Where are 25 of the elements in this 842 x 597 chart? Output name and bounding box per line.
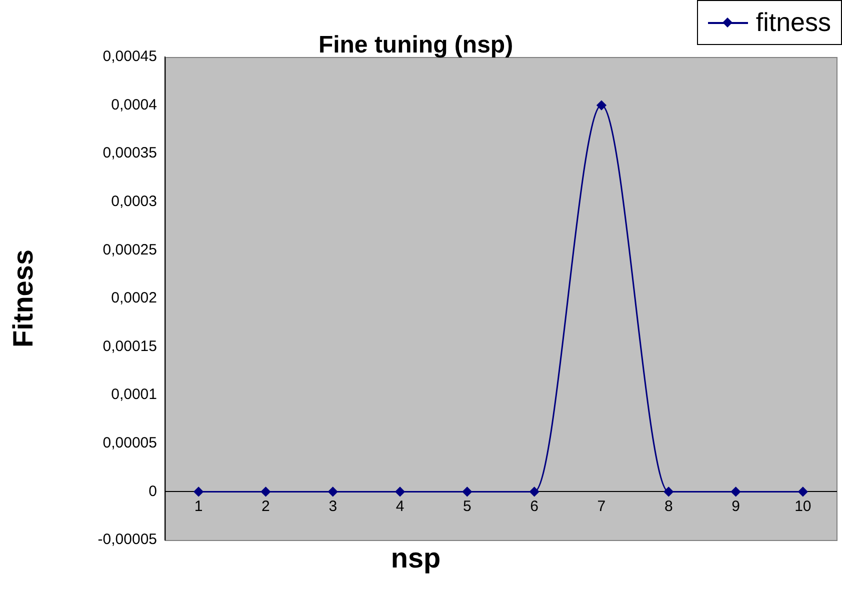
chart-title: Fine tuning (nsp) — [318, 32, 514, 59]
x-tick-label: 1 — [194, 498, 203, 515]
y-tick-label: 0,0002 — [111, 290, 157, 307]
legend-label: fitness — [756, 7, 831, 38]
y-tick-label: 0,0001 — [111, 386, 157, 404]
x-tick-label: 10 — [794, 498, 812, 515]
y-tick-label: 0,0004 — [111, 96, 157, 114]
y-tick-label: -0,00005 — [98, 531, 157, 548]
x-axis-title: nsp — [390, 542, 441, 574]
x-tick-label: 6 — [530, 498, 538, 515]
x-tick-label: 9 — [732, 498, 740, 515]
y-tick-label: 0,00015 — [102, 338, 157, 355]
x-tick-label: 4 — [396, 498, 404, 515]
x-tick-label: 3 — [328, 498, 338, 515]
y-tick-label: 0,00005 — [102, 434, 157, 452]
x-tick-label: 8 — [664, 498, 673, 515]
x-tick-label: 2 — [262, 498, 270, 515]
y-tick-label: 0,00025 — [102, 241, 157, 258]
y-tick-label: 0,0003 — [111, 193, 157, 210]
y-axis-title: Fitness — [8, 249, 39, 348]
x-tick-label: 5 — [463, 498, 472, 515]
x-tick-label: 7 — [597, 498, 606, 515]
y-tick-label: 0 — [148, 482, 157, 500]
y-tick-label: 0,00045 — [102, 48, 157, 66]
y-tick-label: 0,00035 — [102, 144, 157, 162]
